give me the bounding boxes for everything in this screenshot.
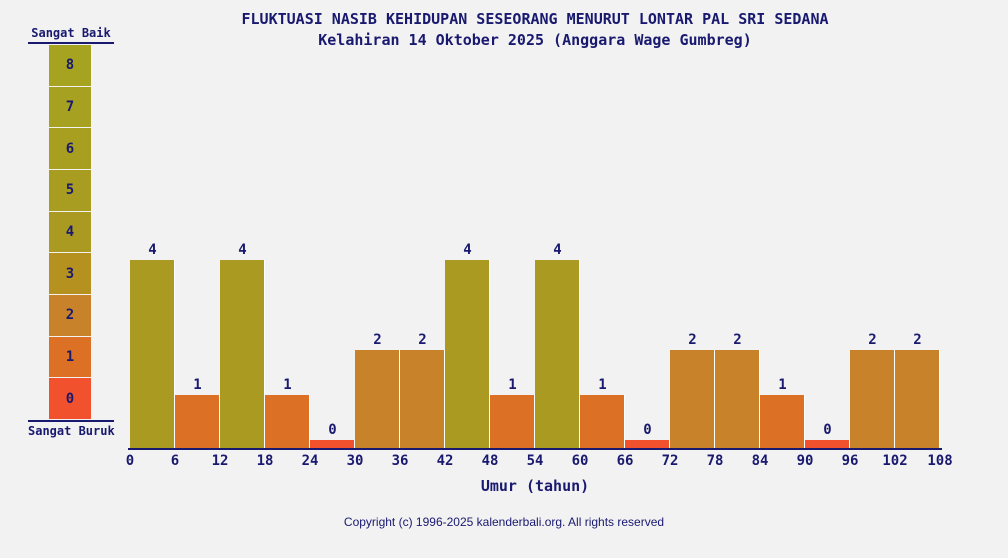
x-tick-36: 36: [391, 453, 409, 469]
bar-value-label: 0: [823, 422, 832, 438]
x-tick-60: 60: [571, 453, 589, 469]
bar-value-label: 1: [778, 377, 787, 393]
bar-age-18-24: [265, 395, 310, 449]
copyright-text: Copyright (c) 1996-2025 kalenderbali.org…: [343, 515, 665, 529]
bar-age-36-42: [400, 350, 445, 449]
x-axis-line: [128, 448, 942, 450]
x-tick-102: 102: [882, 453, 908, 469]
bar-age-96-102: [850, 350, 895, 449]
legend-best-label: Sangat Baik: [31, 26, 111, 40]
bar-value-label: 2: [913, 332, 922, 348]
chart-subtitle: Kelahiran 14 Oktober 2025 (Anggara Wage …: [318, 31, 752, 49]
bar-age-42-48: [445, 260, 490, 449]
x-tick-30: 30: [346, 453, 364, 469]
x-tick-108: 108: [927, 453, 953, 469]
bar-age-12-18: [220, 260, 265, 449]
bar-age-78-84: [715, 350, 760, 449]
legend-box-8: 8: [49, 45, 91, 86]
x-tick-42: 42: [436, 453, 454, 469]
bar-age-48-54: [490, 395, 535, 449]
chart-title: FLUKTUASI NASIB KEHIDUPAN SESEORANG MENU…: [241, 10, 829, 28]
bar-value-label: 1: [193, 377, 202, 393]
bar-value-label: 1: [283, 377, 292, 393]
x-tick-66: 66: [616, 453, 634, 469]
bar-value-label: 2: [688, 332, 697, 348]
bar-age-102-108: [895, 350, 940, 449]
bar-age-54-60: [535, 260, 580, 449]
legend-box-3: 3: [49, 253, 91, 295]
bar-value-label: 4: [238, 242, 247, 258]
x-axis-title: Umur (tahun): [480, 477, 590, 495]
legend-box-7: 7: [49, 86, 91, 128]
bar-value-label: 1: [598, 377, 607, 393]
bar-age-84-90: [760, 395, 805, 449]
bar-value-label: 4: [553, 242, 562, 258]
legend-box-2: 2: [49, 295, 91, 336]
x-tick-90: 90: [796, 453, 814, 469]
bar-value-label: 1: [508, 377, 517, 393]
legend-box-6: 6: [49, 128, 91, 170]
x-tick-78: 78: [706, 453, 724, 469]
bar-value-label: 4: [463, 242, 472, 258]
bar-value-label: 2: [418, 332, 427, 348]
plot-area: 4 1 4 1 0 2 2 4 1 4 1 0 2 2 1 0 2 2: [130, 55, 940, 449]
x-tick-0: 0: [125, 453, 135, 469]
legend-worst-label: Sangat Buruk: [28, 424, 115, 438]
x-tick-54: 54: [526, 453, 544, 469]
bar-value-label: 4: [148, 242, 157, 258]
bar-age-6-12: [175, 395, 220, 449]
x-tick-12: 12: [211, 453, 229, 469]
bar-value-label: 0: [328, 422, 337, 438]
x-tick-18: 18: [256, 453, 274, 469]
legend-box-1: 1: [49, 336, 91, 378]
bar-value-label: 2: [868, 332, 877, 348]
bar-age-66-72: [625, 440, 670, 449]
bar-age-90-96: [805, 440, 850, 449]
bar-value-label: 2: [733, 332, 742, 348]
bar-age-0-6: [130, 260, 175, 449]
x-tick-24: 24: [301, 453, 319, 469]
legend-box-0: 0: [49, 378, 91, 420]
bar-value-label: 0: [643, 422, 652, 438]
x-tick-6: 6: [170, 453, 180, 469]
legend-box-4: 4: [49, 211, 91, 253]
bar-age-24-30: [310, 440, 355, 449]
x-tick-48: 48: [481, 453, 499, 469]
x-tick-72: 72: [661, 453, 679, 469]
bar-value-label: 2: [373, 332, 382, 348]
legend-best-underline: [28, 42, 114, 44]
bar-age-30-36: [355, 350, 400, 449]
x-tick-84: 84: [751, 453, 769, 469]
legend-worst-overline: [28, 420, 114, 422]
bar-age-72-78: [670, 350, 715, 449]
x-tick-96: 96: [841, 453, 859, 469]
legend-box-5: 5: [49, 170, 91, 211]
bar-age-60-66: [580, 395, 625, 449]
